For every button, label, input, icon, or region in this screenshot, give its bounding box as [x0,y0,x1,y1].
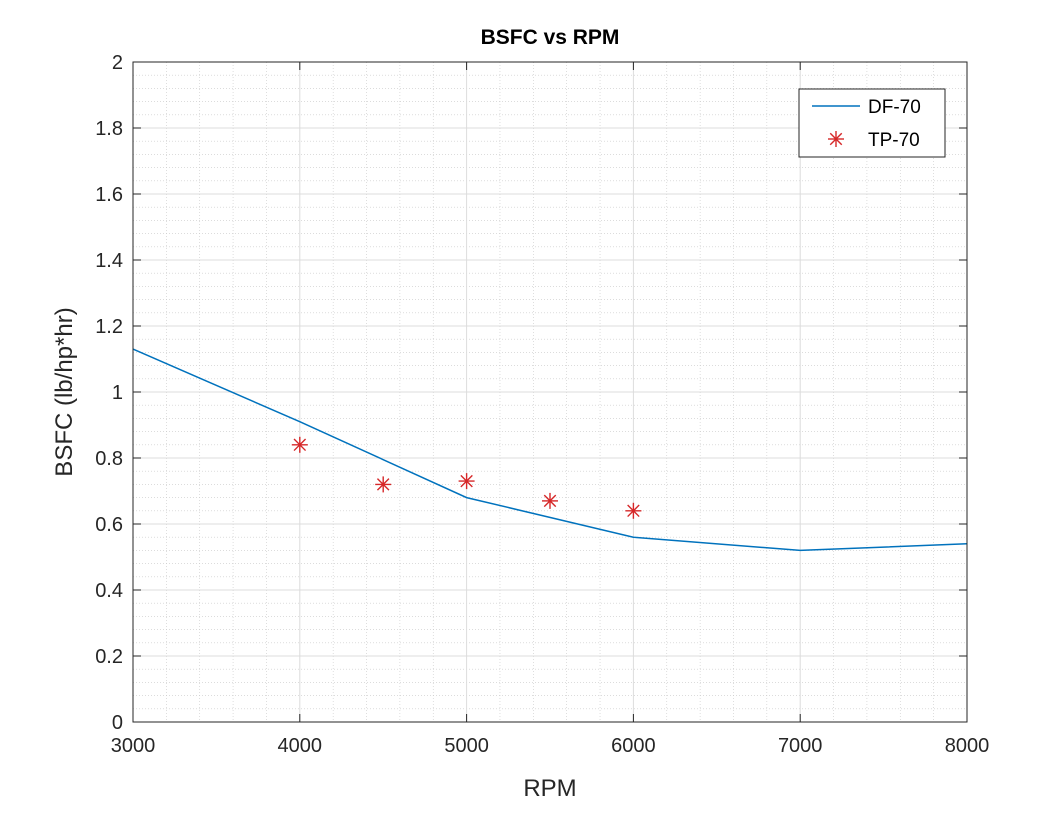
x-axis-label: RPM [523,775,576,802]
data-point-tp70 [625,502,642,519]
legend-asterisk-swatch [828,131,844,147]
x-axis-ticks: 3000 4000 5000 6000 7000 8000 [111,62,990,757]
legend-box [798,88,946,158]
series-layer [132,348,968,552]
data-point-tp70 [291,436,308,453]
y-tick-label: 0.4 [95,580,123,602]
y-tick-label: 1.2 [95,316,123,338]
y-tick-label: 0 [112,712,123,734]
y-tick-label: 0.2 [95,646,123,668]
x-tick-label: 3000 [111,735,156,757]
legend-asterisk [828,131,844,147]
legend-label-df70: DF-70 [868,97,921,118]
plot-area [132,61,968,723]
legend: DF-70 TP-70 [798,88,946,158]
y-tick-label: 1 [112,382,123,404]
data-point-tp70 [542,492,558,509]
y-tick-label: 1.8 [95,118,123,140]
data-point-tp70 [458,473,475,490]
x-tick-label: 7000 [778,735,823,757]
y-tick-label: 0.6 [95,514,123,536]
y-axis-ticks: 0 0.2 0.4 0.6 0.8 1 1.2 1.4 1.6 1.8 2 [95,52,967,734]
y-tick-label: 1.6 [95,184,123,206]
y-axis-label: BSFC (lb/hp*hr) [51,307,78,476]
y-tick-label: 2 [112,52,123,74]
x-tick-label: 4000 [278,735,323,757]
y-tick-label: 1.4 [95,250,123,272]
x-tick-label: 5000 [444,735,489,757]
y-tick-label: 0.8 [95,448,123,470]
data-point-tp70 [375,476,392,493]
x-tick-label: 8000 [945,735,990,757]
x-tick-label: 6000 [611,735,656,757]
series-line-df70 [132,348,968,552]
legend-label-tp70: TP-70 [868,130,920,151]
chart-title: BSFC vs RPM [481,26,620,49]
